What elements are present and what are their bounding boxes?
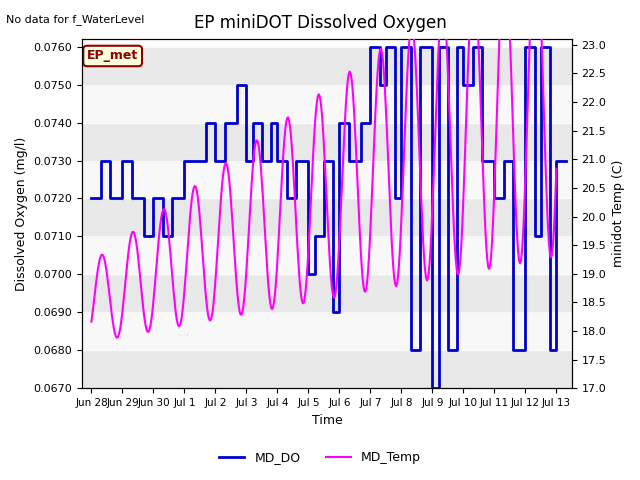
Text: EP miniDOT Dissolved Oxygen: EP miniDOT Dissolved Oxygen xyxy=(194,14,446,33)
Y-axis label: minidot Temp (C): minidot Temp (C) xyxy=(612,160,625,267)
Bar xyxy=(82,275,572,312)
X-axis label: Time: Time xyxy=(312,414,342,427)
Bar xyxy=(82,84,572,122)
Bar xyxy=(82,312,572,350)
Bar xyxy=(82,350,572,388)
Bar xyxy=(82,47,572,84)
Bar xyxy=(82,237,572,275)
Text: EP_met: EP_met xyxy=(87,49,138,62)
Y-axis label: Dissolved Oxygen (mg/l): Dissolved Oxygen (mg/l) xyxy=(15,136,28,291)
Text: No data for f_WaterLevel: No data for f_WaterLevel xyxy=(6,14,145,25)
Bar xyxy=(82,198,572,237)
Bar xyxy=(82,122,572,160)
Bar xyxy=(82,160,572,198)
Legend: MD_DO, MD_Temp: MD_DO, MD_Temp xyxy=(214,446,426,469)
